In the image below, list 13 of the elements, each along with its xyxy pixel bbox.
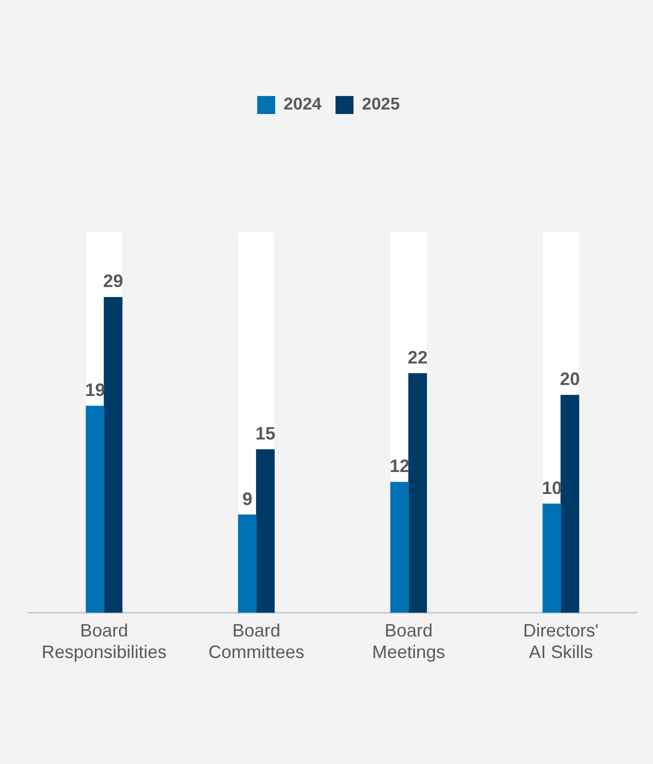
data-label: 9 xyxy=(242,488,252,509)
data-label: 22 xyxy=(408,347,428,368)
data-label: 15 xyxy=(255,424,276,444)
x-tick-label: Board Committees xyxy=(208,620,304,662)
data-label: 20 xyxy=(560,369,580,390)
bar xyxy=(238,514,257,613)
data-label: 29 xyxy=(103,271,124,292)
x-tick-label: Board Responsibilities xyxy=(42,620,167,662)
bar xyxy=(542,504,562,613)
x-tick-label: Directors' AI Skills xyxy=(523,620,599,662)
legend-label: 2025 xyxy=(362,94,400,114)
legend-label: 2024 xyxy=(284,94,322,114)
x-tick-label: Board Meetings xyxy=(372,620,446,662)
